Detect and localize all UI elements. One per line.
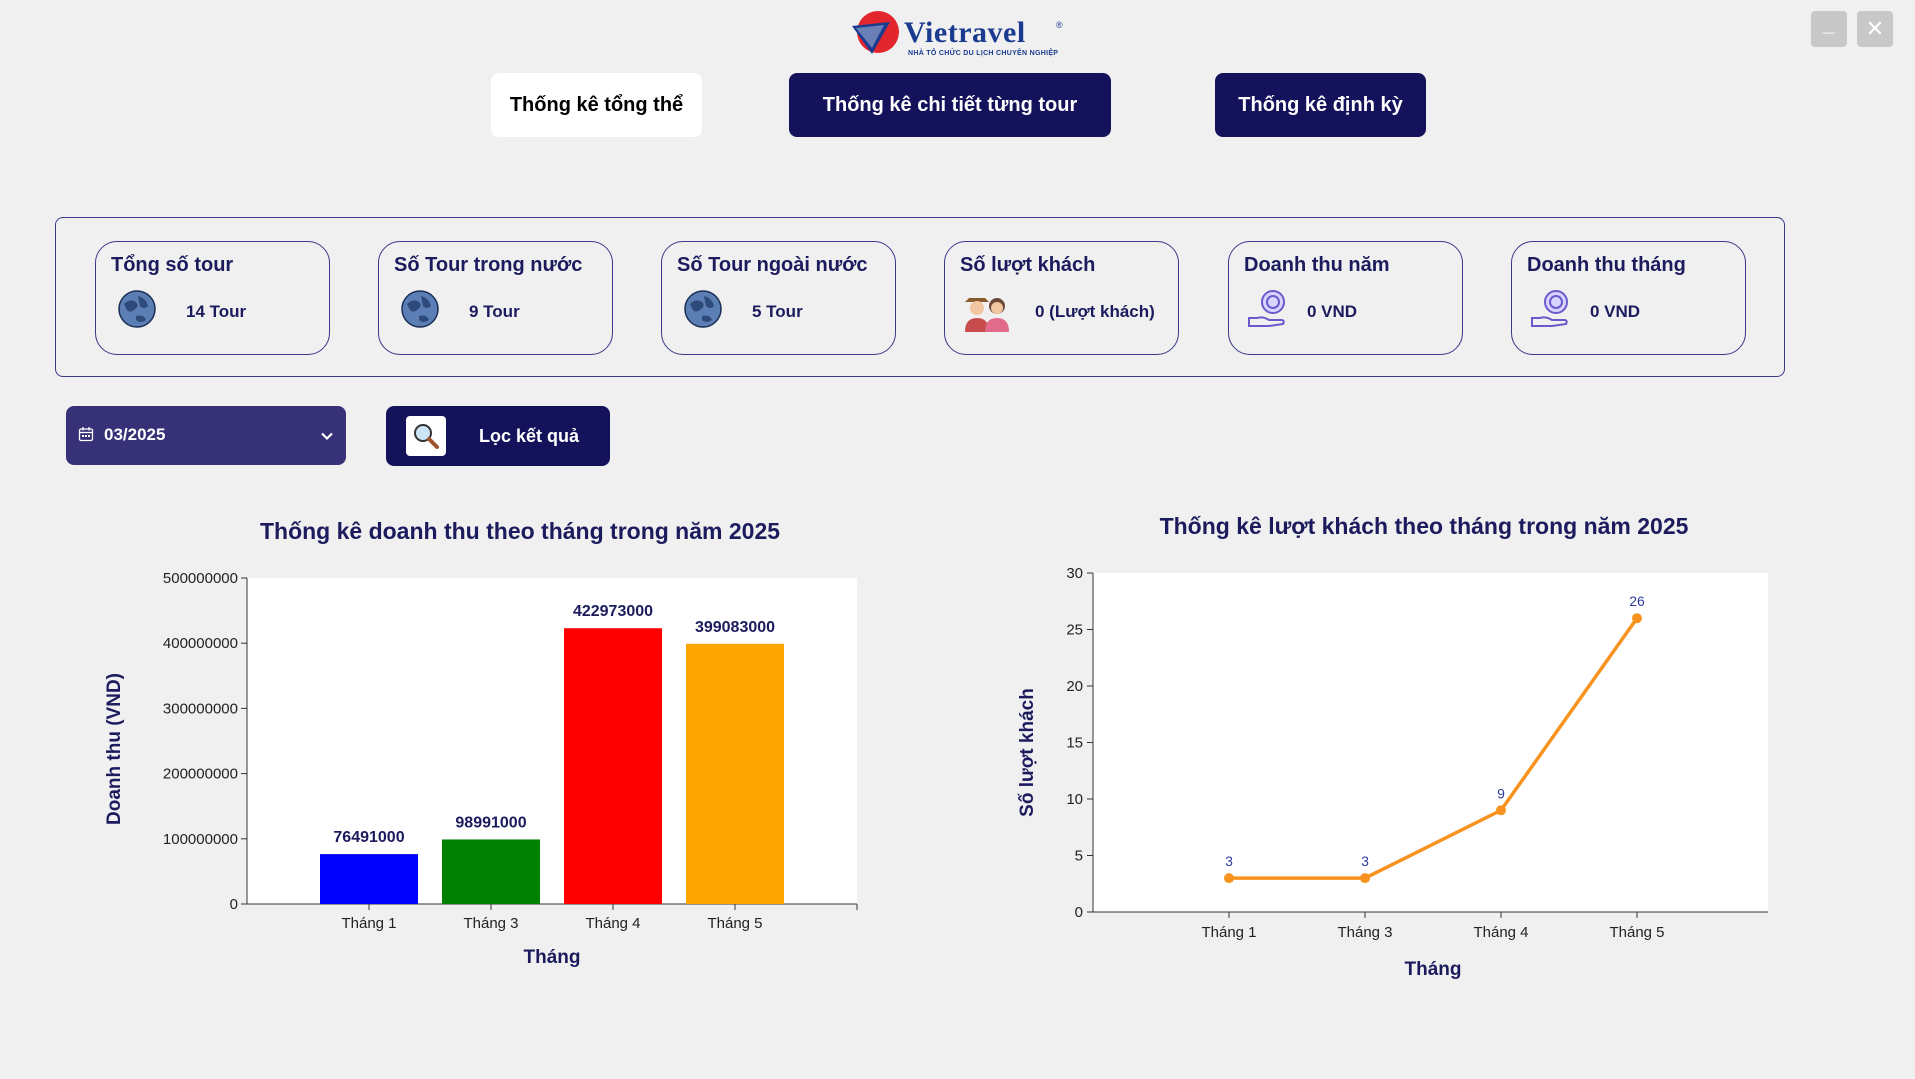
data-label: 3 (1361, 853, 1369, 869)
revenue-chart-title: Thống kê doanh thu theo tháng trong năm … (259, 518, 781, 544)
x-tick-label: Tháng 5 (707, 915, 762, 932)
tab-overall-stats[interactable]: Thống kê tổng thể (491, 73, 702, 137)
card-total-tours: Tổng số tour 14 Tour (95, 241, 330, 355)
data-point (1496, 805, 1506, 816)
data-point (1360, 873, 1370, 884)
bar (686, 643, 784, 904)
visitors-chart-title: Thống kê lượt khách theo tháng trong năm… (1159, 513, 1689, 539)
card-value: 0 VND (1307, 302, 1358, 321)
data-label: 399083000 (695, 619, 775, 636)
tab-label: Thống kê chi tiết từng tour (822, 93, 1078, 116)
globe-icon (116, 288, 158, 330)
logo-registered: ® (1056, 20, 1063, 30)
tab-label: Thống kê định kỳ (1238, 93, 1403, 116)
card-value: 0 (Lượt khách) (1035, 302, 1155, 321)
logo-tagline: NHÀ TỔ CHỨC DU LỊCH CHUYÊN NGHIỆP (908, 50, 1059, 57)
coin-hand-icon (1530, 288, 1572, 330)
x-tick-label: Tháng 1 (341, 915, 396, 932)
logo-text: Vietravel (904, 16, 1026, 49)
card-monthly-revenue: Doanh thu tháng 0 VND (1511, 241, 1746, 355)
x-tick-label: Tháng 5 (1609, 924, 1664, 941)
y-axis-label: Số lượt khách (1017, 688, 1038, 817)
data-label: 422973000 (573, 603, 653, 620)
tab-periodic-stats[interactable]: Thống kê định kỳ (1215, 73, 1426, 137)
close-icon: ✕ (1865, 16, 1885, 41)
card-title: Số lượt khách (960, 254, 1096, 276)
card-value: 0 VND (1590, 302, 1641, 321)
y-tick-label: 400000000 (163, 635, 238, 652)
calendar-icon (78, 426, 94, 447)
bar (320, 854, 418, 904)
filter-results-button[interactable]: Lọc kết quả (386, 406, 610, 466)
card-annual-revenue: Doanh thu năm 0 VND (1228, 241, 1463, 355)
x-axis-label: Tháng (524, 947, 581, 968)
card-value: 9 Tour (469, 302, 520, 321)
travelers-icon (961, 288, 1013, 332)
data-label: 9 (1497, 785, 1505, 801)
globe-icon (399, 288, 441, 330)
y-tick-label: 0 (1075, 904, 1083, 921)
bar (564, 628, 662, 904)
data-point (1224, 873, 1234, 884)
card-title: Doanh thu tháng (1527, 254, 1686, 276)
card-domestic-tours: Số Tour trong nước 9 Tour (378, 241, 613, 355)
y-tick-label: 100000000 (163, 831, 238, 848)
filter-results-label: Lọc kết quả (479, 426, 580, 446)
y-tick-label: 300000000 (163, 700, 238, 717)
chevron-down-icon (320, 428, 334, 448)
x-tick-label: Tháng 3 (463, 915, 518, 932)
bar (442, 839, 540, 904)
data-point (1632, 613, 1642, 624)
card-title: Tổng số tour (111, 254, 234, 276)
data-label: 3 (1225, 853, 1233, 869)
card-title: Số Tour trong nước (394, 254, 583, 276)
y-tick-label: 30 (1066, 565, 1083, 582)
x-tick-label: Tháng 4 (585, 915, 640, 932)
tab-tour-detail-stats[interactable]: Thống kê chi tiết từng tour (789, 73, 1111, 137)
y-tick-label: 500000000 (163, 570, 238, 587)
month-picker[interactable]: 03/2025 (66, 406, 346, 465)
data-label: 98991000 (455, 814, 526, 831)
card-international-tours: Số Tour ngoài nước 5 Tour (661, 241, 896, 355)
y-tick-label: 20 (1066, 678, 1083, 695)
x-tick-label: Tháng 1 (1201, 924, 1256, 941)
series-line (1229, 617, 1639, 880)
logo-mark-icon (852, 11, 899, 54)
tab-label: Thống kê tổng thể (509, 93, 684, 116)
x-tick-label: Tháng 3 (1337, 924, 1392, 941)
close-button[interactable]: ✕ (1857, 11, 1893, 47)
x-axis-label: Tháng (1405, 959, 1462, 980)
data-label: 26 (1629, 593, 1645, 609)
y-tick-label: 5 (1075, 848, 1083, 865)
card-title: Số Tour ngoài nước (677, 254, 868, 276)
card-value: 5 Tour (752, 302, 803, 321)
minimize-icon: _ (1822, 11, 1836, 36)
y-tick-label: 200000000 (163, 766, 238, 783)
plot-area (1093, 573, 1768, 912)
summary-panel: Tổng số tour 14 Tour Số Tour trong nước … (55, 217, 1785, 377)
y-tick-label: 15 (1066, 735, 1083, 752)
card-visitor-count: Số lượt khách 0 (Lượt khách) (944, 241, 1179, 355)
y-tick-label: 10 (1066, 791, 1083, 808)
revenue-bar-chart: 0 100000000 200000000 300000000 400000000 500… (104, 570, 858, 968)
month-picker-value: 03/2025 (104, 425, 166, 444)
globe-icon (682, 288, 724, 330)
visitors-line-chart: 0 5 10 15 20 25 30 3 Tháng 1 3 Tháng 3 9 Tháng 4 26 Th… (1017, 565, 1768, 980)
coin-hand-icon (1247, 288, 1289, 330)
y-axis-label: Doanh thu (VND) (104, 673, 125, 825)
data-label: 76491000 (333, 829, 404, 846)
card-value: 14 Tour (186, 302, 247, 321)
vietravel-logo: Vietravel ® NHÀ TỔ CHỨC DU LỊCH CHUYÊN N… (850, 8, 1070, 60)
card-title: Doanh thu năm (1244, 254, 1390, 276)
y-tick-label: 0 (230, 896, 238, 913)
x-tick-label: Tháng 4 (1473, 924, 1528, 941)
search-icon (406, 416, 446, 456)
y-tick-label: 25 (1066, 622, 1083, 639)
minimize-button[interactable]: _ (1811, 11, 1847, 47)
